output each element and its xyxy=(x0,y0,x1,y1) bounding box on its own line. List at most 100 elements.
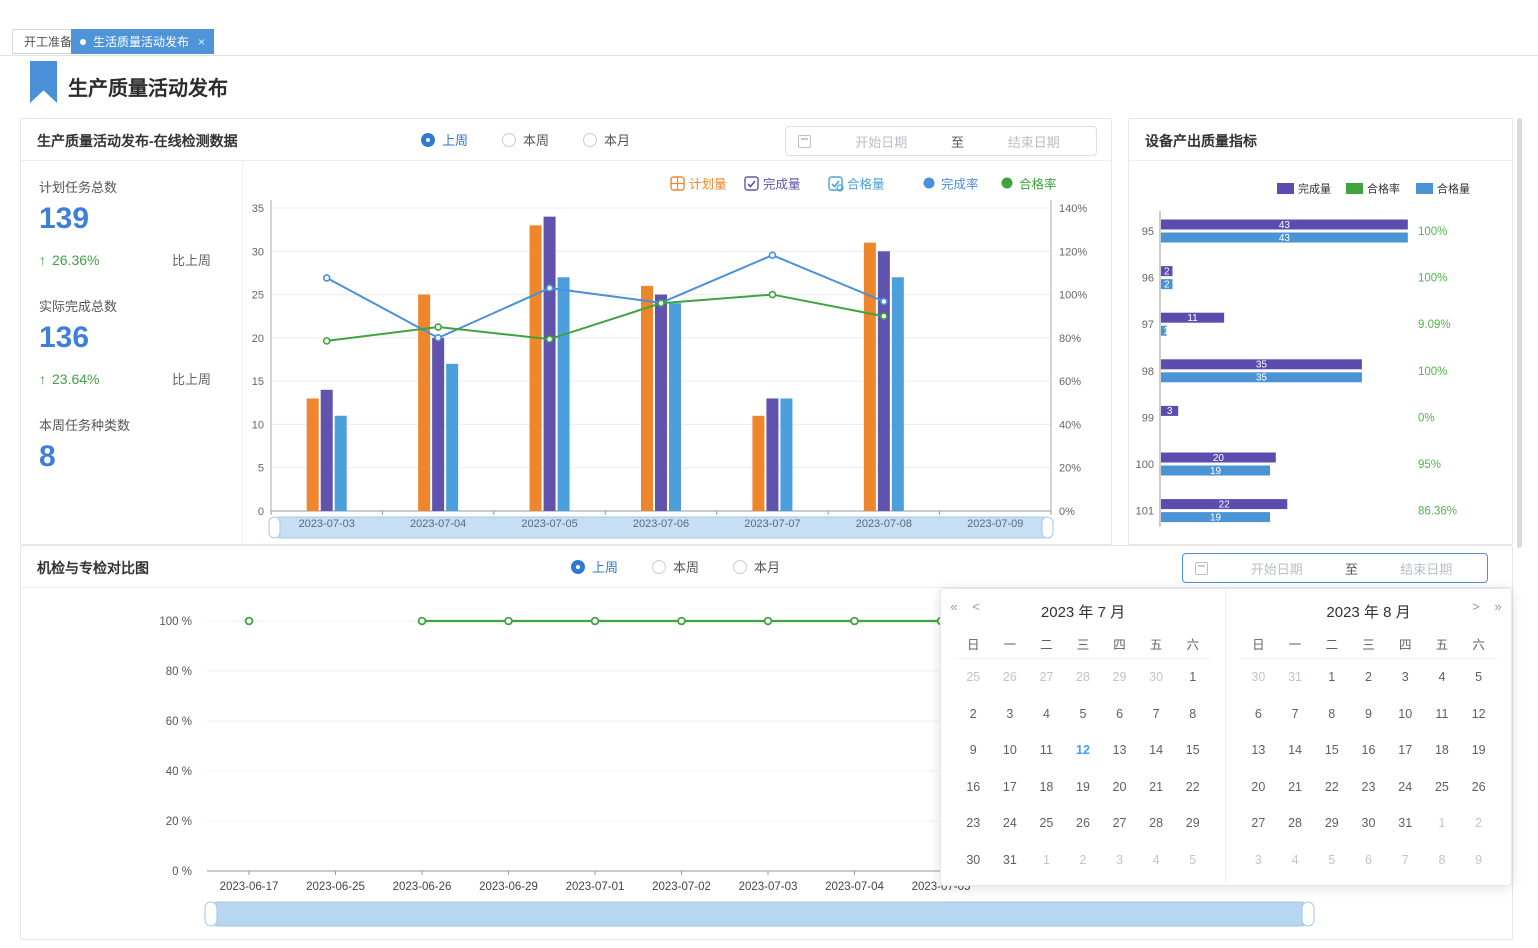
calendar-day[interactable]: 20 xyxy=(1251,779,1266,794)
calendar-day[interactable]: 2 xyxy=(1475,816,1483,831)
calendar-day[interactable]: 20 xyxy=(1112,779,1127,794)
calendar-day[interactable]: 29 xyxy=(1324,816,1339,831)
calendar-day[interactable]: 22 xyxy=(1324,779,1339,794)
calendar-day[interactable]: 30 xyxy=(966,852,981,867)
calendar-day[interactable]: 3 xyxy=(1401,670,1409,685)
calendar-day[interactable]: 16 xyxy=(1361,743,1376,758)
calendar-day[interactable]: 7 xyxy=(1152,706,1160,721)
calendar-day[interactable]: 15 xyxy=(1185,743,1200,758)
date-range-picker-focused[interactable]: 开始日期 至 结束日期 xyxy=(1182,553,1488,583)
calendar-day[interactable]: 28 xyxy=(1149,816,1164,831)
calendar-day[interactable]: 25 xyxy=(1434,779,1449,794)
calendar-day[interactable]: 1 xyxy=(1189,670,1197,685)
calendar-day[interactable]: 6 xyxy=(1254,706,1262,721)
calendar-day[interactable]: 2 xyxy=(1079,852,1087,867)
radio-option[interactable]: 上周 xyxy=(571,557,618,576)
calendar-day[interactable]: 12 xyxy=(1471,706,1486,721)
calendar-day[interactable]: 21 xyxy=(1288,779,1303,794)
calendar-day[interactable]: 25 xyxy=(966,670,981,685)
calendar-day[interactable]: 27 xyxy=(1039,670,1054,685)
calendar-day[interactable]: 19 xyxy=(1471,743,1486,758)
calendar-day[interactable]: 3 xyxy=(1254,852,1262,867)
calendar-day[interactable]: 5 xyxy=(1328,852,1336,867)
scrollbar[interactable] xyxy=(1517,118,1522,548)
calendar-day[interactable]: 28 xyxy=(1288,816,1303,831)
calendar-day[interactable]: 9 xyxy=(969,743,977,758)
calendar-day[interactable]: 21 xyxy=(1149,779,1164,794)
calendar-day[interactable]: 31 xyxy=(1398,816,1413,831)
calendar-day[interactable]: 29 xyxy=(1112,670,1127,685)
calendar-day[interactable]: 6 xyxy=(1116,706,1124,721)
datazoom-slider[interactable] xyxy=(268,516,1054,539)
calendar-day[interactable]: 14 xyxy=(1149,743,1164,758)
calendar-day[interactable]: 23 xyxy=(1361,779,1376,794)
calendar-day[interactable]: 14 xyxy=(1288,743,1303,758)
calendar-day[interactable]: 8 xyxy=(1328,706,1336,721)
calendar-day[interactable]: 18 xyxy=(1039,779,1054,794)
date-range-picker[interactable]: 开始日期 至 结束日期 xyxy=(785,126,1097,156)
calendar-day[interactable]: 4 xyxy=(1438,670,1446,685)
calendar-day[interactable]: 31 xyxy=(1288,670,1303,685)
calendar-day[interactable]: 30 xyxy=(1251,670,1266,685)
calendar-day[interactable]: 13 xyxy=(1112,743,1127,758)
calendar-day[interactable]: 24 xyxy=(1002,816,1017,831)
calendar-day[interactable]: 11 xyxy=(1435,706,1449,721)
calendar-day[interactable]: 28 xyxy=(1076,670,1090,685)
calendar-day[interactable]: 8 xyxy=(1189,706,1197,721)
calendar-day[interactable]: 19 xyxy=(1076,779,1090,794)
calendar-day[interactable]: 30 xyxy=(1149,670,1164,685)
calendar-day[interactable]: 25 xyxy=(1039,816,1054,831)
calendar-day[interactable]: 9 xyxy=(1475,852,1483,867)
prev-month-icon[interactable]: < xyxy=(972,599,980,614)
radio-option[interactable]: 本月 xyxy=(583,130,630,149)
calendar-day[interactable]: 1 xyxy=(1328,670,1336,685)
calendar-day[interactable]: 24 xyxy=(1398,779,1413,794)
calendar-day[interactable]: 31 xyxy=(1002,852,1017,867)
calendar-day[interactable]: 5 xyxy=(1079,706,1087,721)
calendar-day[interactable]: 18 xyxy=(1434,743,1449,758)
start-date-input[interactable]: 开始日期 xyxy=(1250,561,1303,577)
next-month-icon[interactable]: > xyxy=(1472,599,1480,614)
calendar-day[interactable]: 27 xyxy=(1251,816,1266,831)
calendar-day[interactable]: 26 xyxy=(1002,670,1017,685)
calendar-day[interactable]: 8 xyxy=(1438,852,1446,867)
calendar-day[interactable]: 29 xyxy=(1185,816,1200,831)
calendar-day[interactable]: 5 xyxy=(1475,670,1483,685)
calendar-day[interactable]: 26 xyxy=(1471,779,1486,794)
calendar-day[interactable]: 17 xyxy=(1002,779,1017,794)
calendar-day[interactable]: 23 xyxy=(966,816,981,831)
calendar-day[interactable]: 15 xyxy=(1324,743,1339,758)
online-detection-chart[interactable]: 计划量 完成量 合格量 完成率 合格率 0 5 10 15 20 25 30 35 0% 20% 40% 60%… xyxy=(243,161,1113,546)
radio-option[interactable]: 本周 xyxy=(652,557,699,576)
calendar-day[interactable]: 3 xyxy=(1116,852,1124,867)
calendar-day[interactable]: 1 xyxy=(1438,816,1446,831)
radio-option[interactable]: 本周 xyxy=(502,130,549,149)
calendar-day[interactable]: 12 xyxy=(1076,743,1090,758)
calendar-day[interactable]: 16 xyxy=(966,779,981,794)
device-quality-chart[interactable]: 完成量 合格率 合格量 95 43 43 100% 96 2 2 100% 97 11 1 9.09% 98 3… xyxy=(1129,161,1512,546)
calendar-day[interactable]: 27 xyxy=(1112,816,1127,831)
end-date-input[interactable]: 结束日期 xyxy=(1400,561,1453,577)
end-date-input[interactable]: 结束日期 xyxy=(1007,134,1060,150)
prev-year-icon[interactable]: « xyxy=(950,599,958,614)
calendar-day[interactable]: 6 xyxy=(1365,852,1372,867)
calendar-day[interactable]: 13 xyxy=(1251,743,1266,758)
calendar-day[interactable]: 2 xyxy=(1365,670,1372,685)
radio-option[interactable]: 上周 xyxy=(421,130,468,149)
calendar-day[interactable]: 3 xyxy=(1006,706,1014,721)
radio-option[interactable]: 本月 xyxy=(733,557,780,576)
calendar-day[interactable]: 1 xyxy=(1042,852,1050,867)
calendar-day[interactable]: 10 xyxy=(1002,743,1017,758)
close-icon[interactable]: × xyxy=(198,34,206,49)
datazoom-slider[interactable] xyxy=(204,901,1315,927)
tab-active-quality[interactable]: 生活质量活动发布 × xyxy=(71,29,215,54)
calendar-day[interactable]: 7 xyxy=(1401,852,1409,867)
calendar-day[interactable]: 2 xyxy=(969,706,977,721)
calendar-day[interactable]: 17 xyxy=(1398,743,1413,758)
calendar-day[interactable]: 4 xyxy=(1152,852,1160,867)
calendar-day[interactable]: 4 xyxy=(1042,706,1050,721)
calendar-day[interactable]: 10 xyxy=(1398,706,1413,721)
calendar-day[interactable]: 11 xyxy=(1039,743,1053,758)
calendar-day[interactable]: 26 xyxy=(1076,816,1090,831)
calendar-day[interactable]: 30 xyxy=(1361,816,1376,831)
